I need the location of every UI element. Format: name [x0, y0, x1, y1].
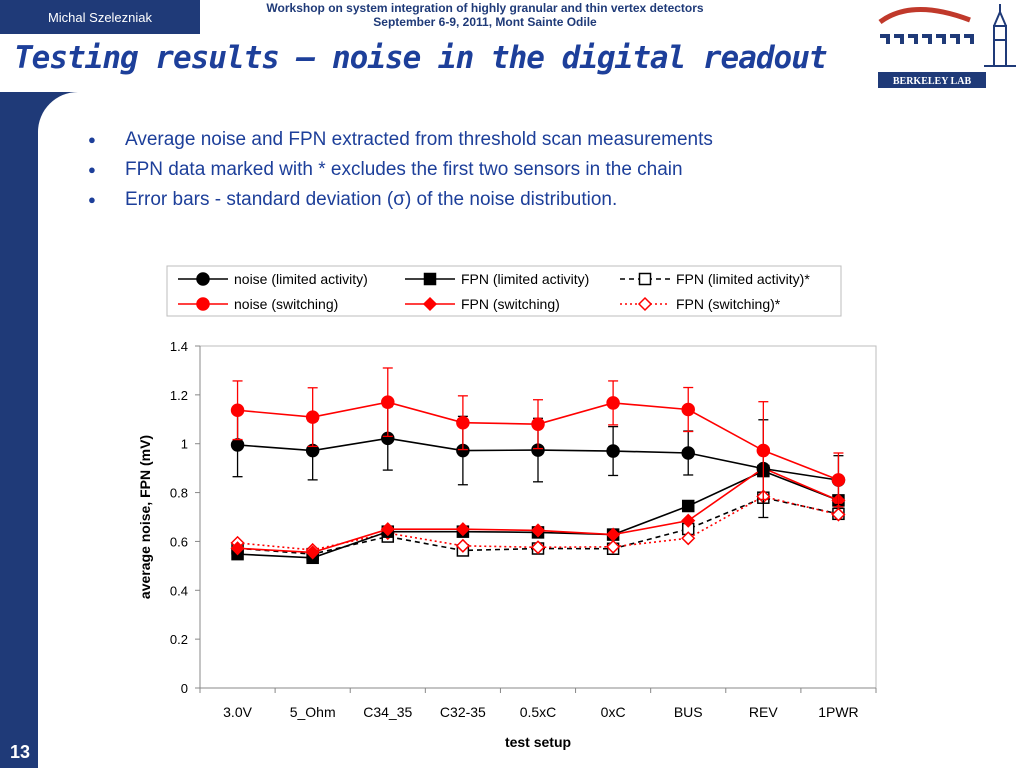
- data-point: [530, 540, 546, 555]
- data-point: [681, 402, 695, 417]
- page-title: Testing results – noise in the digital r…: [14, 40, 828, 76]
- series-5: [230, 489, 846, 558]
- y-tick-label: 0: [181, 681, 188, 696]
- top-bar: Michal Szelezniak Workshop on system int…: [0, 0, 1024, 34]
- data-point: [606, 396, 620, 410]
- bullet-item: Error bars - standard deviation (σ) of t…: [88, 185, 713, 215]
- data-point: [681, 531, 696, 546]
- legend-label: FPN (switching)*: [676, 296, 781, 312]
- legend-label: FPN (switching): [461, 296, 560, 312]
- data-point: [455, 522, 470, 537]
- data-point: [380, 522, 395, 537]
- chart-legend: noise (limited activity) FPN (limited act…: [166, 265, 842, 317]
- legend-label: FPN (limited activity): [461, 271, 589, 287]
- bullet-item: Average noise and FPN extracted from thr…: [88, 125, 713, 155]
- legend-marker: [422, 296, 438, 312]
- legend-item: FPN (switching): [405, 296, 560, 312]
- author-name: Michal Szelezniak: [0, 0, 200, 34]
- data-point: [681, 499, 695, 513]
- logo-text: BERKELEY LAB: [893, 76, 972, 87]
- y-tick-label: 0.8: [170, 486, 188, 501]
- legend-label: noise (limited activity): [234, 271, 368, 287]
- legend-marker: [196, 297, 210, 311]
- x-tick-label: REV: [749, 704, 778, 720]
- x-tick-label: C34_35: [363, 704, 412, 720]
- data-point: [606, 527, 621, 542]
- chart-series: [230, 367, 846, 565]
- data-point: [530, 523, 546, 538]
- workshop-title: Workshop on system integration of highly…: [266, 1, 704, 15]
- legend-item: FPN (limited activity)*: [620, 271, 810, 287]
- data-point: [606, 444, 620, 458]
- series-4: [230, 461, 846, 560]
- data-point: [456, 415, 470, 430]
- x-tick-label: 0.5xC: [520, 704, 557, 720]
- legend-label: noise (switching): [234, 296, 338, 312]
- x-tick-label: 5_Ohm: [290, 704, 336, 720]
- y-axis-label: average noise, FPN (mV): [137, 435, 153, 599]
- y-tick-label: 0.2: [170, 632, 188, 647]
- x-tick-label: C32-35: [440, 704, 486, 720]
- x-tick-label: 0xC: [601, 704, 626, 720]
- legend-item: FPN (switching)*: [620, 296, 781, 312]
- series-0: [230, 405, 846, 519]
- legend-marker: [638, 272, 652, 286]
- x-tick-label: 3.0V: [223, 704, 252, 720]
- x-tick-label: BUS: [674, 704, 703, 720]
- data-point: [230, 541, 245, 556]
- y-tick-label: 1: [181, 437, 188, 452]
- data-point: [305, 545, 320, 560]
- y-tick-label: 1.2: [170, 388, 188, 403]
- data-point: [230, 438, 245, 452]
- bullet-list: Average noise and FPN extracted from thr…: [88, 125, 713, 215]
- data-point: [230, 403, 245, 417]
- x-tick-label: 1PWR: [818, 704, 858, 720]
- workshop-info: Workshop on system integration of highly…: [205, 1, 765, 29]
- data-point: [531, 417, 545, 431]
- left-sidebar: [0, 92, 38, 768]
- legend-box: [166, 265, 842, 317]
- data-point: [831, 507, 846, 522]
- legend-item: noise (limited activity): [178, 271, 368, 287]
- legend-label: FPN (limited activity)*: [676, 271, 810, 287]
- y-tick-label: 0.6: [170, 534, 188, 549]
- berkeley-lab-logo: BERKELEY LAB: [878, 4, 1016, 88]
- page-number: 13: [9, 742, 31, 762]
- legend-item: noise (switching): [178, 296, 338, 312]
- x-axis-label: test setup: [505, 734, 571, 750]
- data-point: [681, 446, 695, 460]
- data-point: [455, 538, 470, 553]
- series-3: [230, 367, 846, 508]
- y-tick-label: 0.4: [170, 583, 188, 598]
- data-point: [381, 395, 395, 409]
- data-point: [305, 410, 320, 424]
- data-point: [681, 513, 696, 528]
- y-tick-label: 1.4: [170, 339, 188, 354]
- legend-item: FPN (limited activity): [405, 271, 589, 287]
- legend-marker: [637, 296, 653, 312]
- bullet-item: FPN data marked with * excludes the firs…: [88, 155, 713, 185]
- noise-chart: noise (limited activity) FPN (limited act…: [137, 265, 877, 750]
- workshop-date: September 6-9, 2011, Mont Sainte Odile: [373, 15, 597, 29]
- chart-axes: 0 0.2 0.4 0.6 0.8 1 1.2 1.4 3.0V 5_Ohm C34_35 C32-3…: [170, 339, 877, 720]
- data-point: [831, 473, 846, 487]
- legend-marker: [423, 272, 437, 286]
- legend-marker: [196, 272, 210, 286]
- data-point: [606, 539, 621, 554]
- plot-frame: [199, 345, 877, 689]
- data-point: [756, 443, 771, 458]
